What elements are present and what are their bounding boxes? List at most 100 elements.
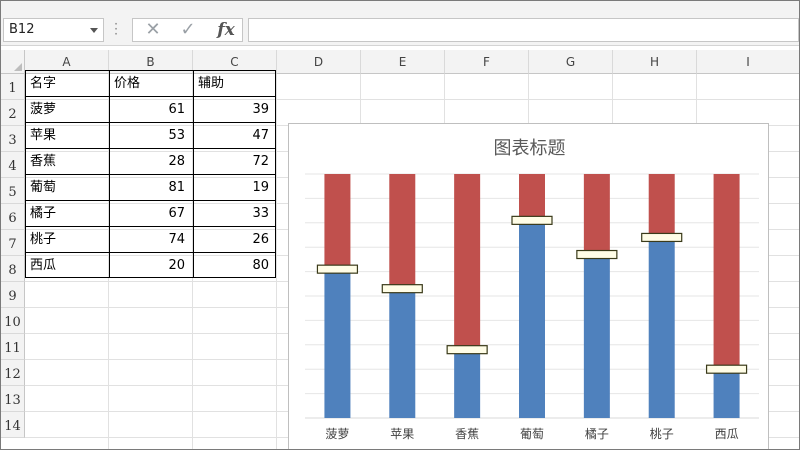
cell-c7[interactable]: 26 xyxy=(252,232,269,247)
bar-price xyxy=(713,369,740,418)
name-box-value: B12 xyxy=(9,22,35,37)
cell-b3[interactable]: 53 xyxy=(168,128,185,143)
cell-b1[interactable]: 价格 xyxy=(114,76,141,91)
column-header-h[interactable]: H xyxy=(613,50,697,74)
table-rule xyxy=(26,96,275,97)
cell-a2[interactable]: 菠萝 xyxy=(30,102,57,117)
cell-b5[interactable]: 81 xyxy=(168,180,185,195)
price-marker xyxy=(576,249,618,260)
bar-helper xyxy=(324,174,351,270)
column-header-i[interactable]: I xyxy=(697,50,799,74)
name-box[interactable]: B12 xyxy=(3,18,104,42)
chart-title[interactable]: 图表标题 xyxy=(493,138,566,159)
x-tick-label: 桃子 xyxy=(650,426,674,441)
table-rule xyxy=(193,71,194,277)
row-header-3[interactable]: 3 xyxy=(1,126,25,152)
x-tick-label: 苹果 xyxy=(390,427,414,441)
table-rule xyxy=(26,226,275,227)
column-header-d[interactable]: D xyxy=(277,50,361,74)
gridline xyxy=(276,74,277,449)
gridline xyxy=(192,74,193,449)
table-rule xyxy=(26,252,275,253)
more-vertical-icon[interactable]: · · · xyxy=(114,17,118,41)
row-header-13[interactable]: 13 xyxy=(1,386,25,412)
cell-c6[interactable]: 33 xyxy=(252,206,269,221)
cell-c5[interactable]: 19 xyxy=(252,180,269,195)
cell-c3[interactable]: 47 xyxy=(252,128,269,143)
insert-function-icon[interactable]: fx xyxy=(217,20,235,40)
x-tick-label: 香蕉 xyxy=(455,427,479,441)
cell-a7[interactable]: 桃子 xyxy=(30,232,57,247)
formula-bar: B12 · · · ✕ ✓ fx xyxy=(1,1,799,46)
price-marker xyxy=(705,364,748,374)
column-header-e[interactable]: E xyxy=(361,50,445,74)
cell-a6[interactable]: 橘子 xyxy=(30,206,57,221)
table-rule xyxy=(26,148,275,149)
data-table-border xyxy=(25,70,276,278)
bar-helper xyxy=(713,174,740,370)
cell-b4[interactable]: 28 xyxy=(168,154,185,169)
bar-price xyxy=(648,237,675,418)
cell-b6[interactable]: 67 xyxy=(168,206,185,221)
cell-c4[interactable]: 72 xyxy=(252,154,269,169)
row-header-12[interactable]: 12 xyxy=(1,360,25,386)
row-header-1[interactable]: 1 xyxy=(1,74,25,100)
x-tick-label: 葡萄 xyxy=(520,427,544,441)
bar-price xyxy=(389,288,416,418)
x-tick-label: 菠萝 xyxy=(325,427,349,441)
bar-helper xyxy=(648,174,675,238)
bar-helper xyxy=(519,174,545,221)
cancel-icon[interactable]: ✕ xyxy=(145,19,161,40)
cell-b8[interactable]: 20 xyxy=(168,258,185,273)
price-marker xyxy=(446,345,488,355)
cell-a1[interactable]: 名字 xyxy=(30,76,57,91)
select-all-corner[interactable] xyxy=(1,50,25,74)
chevron-down-icon[interactable] xyxy=(90,28,98,33)
row-header-4[interactable]: 4 xyxy=(1,152,25,178)
x-tick-label: 西瓜 xyxy=(715,427,739,441)
price-marker xyxy=(641,232,683,243)
row-header-6[interactable]: 6 xyxy=(1,204,25,230)
bar-helper xyxy=(389,174,416,289)
price-marker xyxy=(381,284,423,294)
row-header-10[interactable]: 10 xyxy=(1,308,25,334)
x-tick-label: 橘子 xyxy=(585,426,609,441)
row-header-9[interactable]: 9 xyxy=(1,282,25,308)
chart-object[interactable]: 图表标题 菠萝 苹果 香蕉 葡萄 橘子 桃子 西瓜 xyxy=(288,123,769,449)
price-marker xyxy=(316,264,359,274)
price-marker xyxy=(511,215,553,225)
chart-plot: 菠萝 苹果 香蕉 葡萄 橘子 桃子 西瓜 xyxy=(305,173,759,441)
enter-icon[interactable]: ✓ xyxy=(180,19,196,40)
row-header-11[interactable]: 11 xyxy=(1,334,25,360)
formula-buttons: ✕ ✓ fx xyxy=(132,18,243,42)
table-rule xyxy=(26,200,275,201)
row-header-8[interactable]: 8 xyxy=(1,256,25,282)
bar-price xyxy=(583,254,610,418)
bar-price xyxy=(324,269,351,418)
formula-input[interactable] xyxy=(248,18,799,42)
row-header-14[interactable]: 14 xyxy=(1,412,25,438)
cell-a4[interactable]: 香蕉 xyxy=(30,154,57,169)
cell-c2[interactable]: 39 xyxy=(252,102,269,117)
column-header-g[interactable]: G xyxy=(529,50,613,74)
bar-price xyxy=(454,349,481,418)
table-rule xyxy=(26,122,275,123)
table-rule xyxy=(26,174,275,175)
gridline xyxy=(25,99,799,100)
row-header-2[interactable]: 2 xyxy=(1,100,25,126)
column-header-f[interactable]: F xyxy=(445,50,529,74)
cell-a5[interactable]: 葡萄 xyxy=(30,180,57,195)
cell-c1[interactable]: 辅助 xyxy=(198,76,225,91)
cell-a3[interactable]: 苹果 xyxy=(30,128,57,143)
cell-b7[interactable]: 74 xyxy=(168,232,185,247)
cell-b2[interactable]: 61 xyxy=(168,102,185,117)
row-header-5[interactable]: 5 xyxy=(1,178,25,204)
gridline xyxy=(108,74,109,449)
table-rule xyxy=(109,71,110,277)
row-header-7[interactable]: 7 xyxy=(1,230,25,256)
cell-a8[interactable]: 西瓜 xyxy=(30,258,57,273)
bar-helper xyxy=(454,174,481,350)
bar-price xyxy=(519,220,545,418)
bar-helper xyxy=(583,174,610,255)
cell-c8[interactable]: 80 xyxy=(252,258,269,273)
